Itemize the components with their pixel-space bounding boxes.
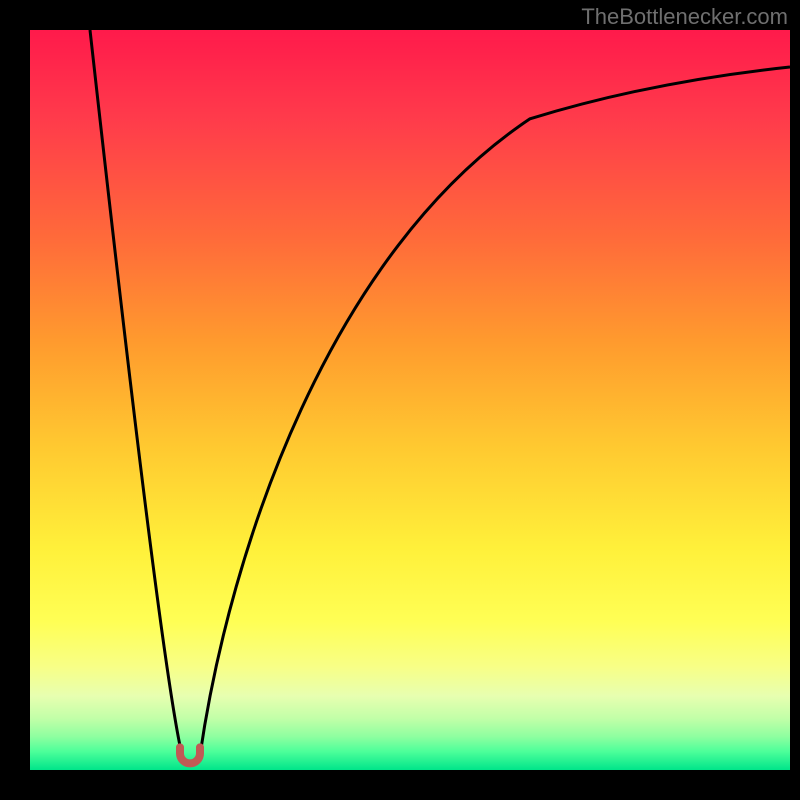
curve-layer — [30, 30, 790, 770]
border-right — [790, 0, 800, 800]
plot-area — [30, 30, 790, 770]
curve-left — [90, 30, 182, 755]
border-bottom — [0, 770, 800, 800]
curve-right — [200, 67, 790, 755]
chart-canvas: TheBottlenecker.com — [0, 0, 800, 800]
border-left — [0, 0, 30, 800]
watermark-text: TheBottlenecker.com — [581, 4, 788, 30]
notch-marker — [180, 747, 200, 763]
